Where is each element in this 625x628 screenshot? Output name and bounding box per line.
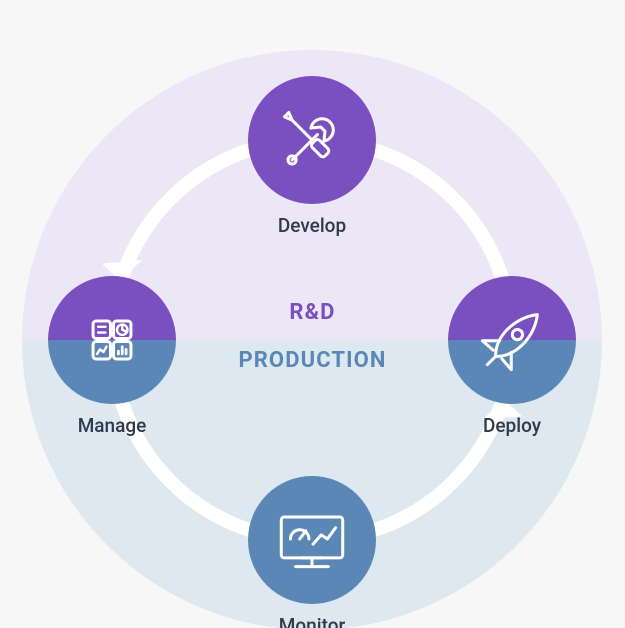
node-deploy	[448, 276, 576, 404]
node-label-develop: Develop	[278, 214, 346, 237]
node-develop	[248, 76, 376, 204]
phase-label-rd: R&D	[289, 300, 335, 325]
node-label-deploy: Deploy	[483, 414, 541, 437]
phase-label-production: PRODUCTION	[238, 348, 386, 373]
node-label-manage: Manage	[78, 414, 147, 437]
node-label-monitor: Monitor	[279, 614, 345, 628]
node-manage	[48, 276, 176, 404]
node-monitor	[248, 476, 376, 604]
lifecycle-diagram: R&D PRODUCTION Develop Deploy Monitor Ma…	[0, 0, 625, 628]
